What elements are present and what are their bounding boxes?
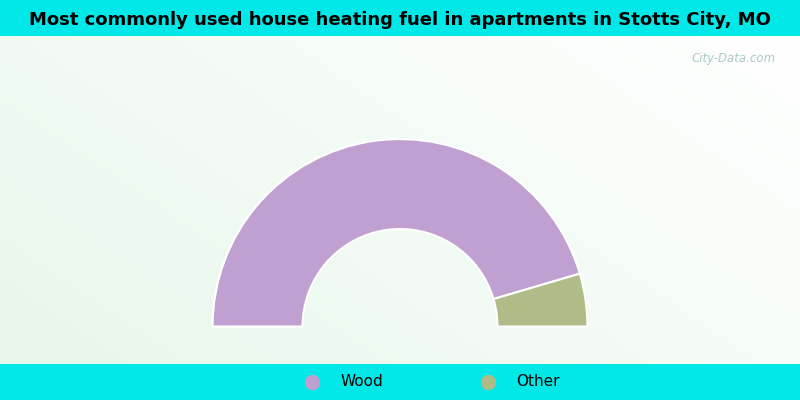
Text: City-Data.com: City-Data.com (692, 52, 776, 66)
Text: Most commonly used house heating fuel in apartments in Stotts City, MO: Most commonly used house heating fuel in… (29, 11, 771, 29)
Text: Other: Other (516, 374, 559, 390)
Wedge shape (213, 139, 580, 326)
Text: Wood: Wood (340, 374, 382, 390)
Wedge shape (494, 274, 587, 326)
